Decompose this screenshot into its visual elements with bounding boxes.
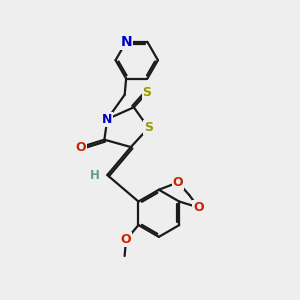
- Text: S: S: [144, 122, 153, 134]
- Text: O: O: [193, 201, 204, 214]
- Text: S: S: [142, 86, 152, 99]
- Text: O: O: [121, 233, 131, 246]
- Text: N: N: [120, 35, 132, 49]
- Text: O: O: [173, 176, 183, 189]
- Text: O: O: [76, 141, 86, 154]
- Text: N: N: [102, 112, 112, 126]
- Text: H: H: [90, 169, 100, 182]
